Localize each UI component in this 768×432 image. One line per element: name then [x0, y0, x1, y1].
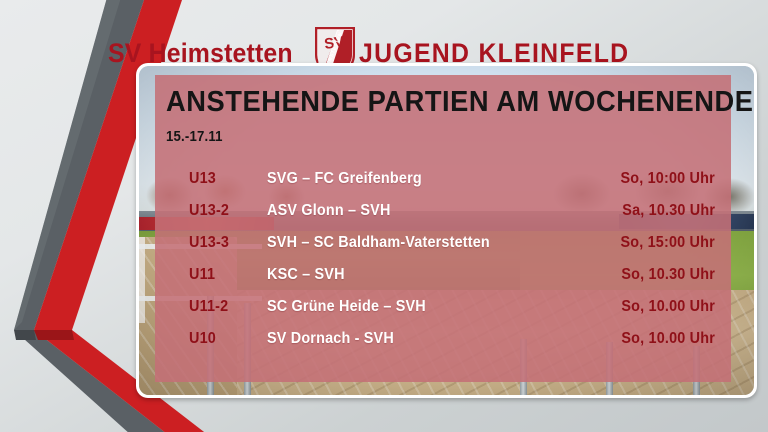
fixture-time: So, 10.00 Uhr: [621, 298, 715, 315]
fixture-match: SC Grüne Heide – SVH: [267, 298, 426, 315]
chevron-decoration-icon: [14, 0, 205, 432]
fixture-age-group: U13: [189, 170, 216, 187]
fixture-age-group: U13-3: [189, 234, 230, 251]
fixtures-list: U13 SVG – FC Greifenberg So, 10:00 Uhr U…: [155, 163, 731, 355]
fixture-match: SVG – FC Greifenberg: [267, 170, 422, 187]
fixture-row: U11 KSC – SVH So, 10.30 Uhr: [155, 259, 731, 291]
fixture-age-group: U13-2: [189, 202, 230, 219]
fixture-age-group: U11: [189, 266, 216, 283]
fixture-time: So, 15:00 Uhr: [620, 234, 715, 251]
fixture-row: U13-3 SVH – SC Baldham-Vaterstetten So, …: [155, 227, 731, 259]
fixture-age-group: U10: [189, 330, 216, 347]
fixture-time: So, 10.30 Uhr: [621, 266, 715, 283]
fixture-row: U10 SV Dornach - SVH So, 10.00 Uhr: [155, 323, 731, 355]
fixture-time: Sa, 10.30 Uhr: [622, 202, 715, 219]
slide-header: SV Heimstetten SV HEIMSTETTEN JUGEND KLE…: [0, 8, 768, 77]
panel-heading: ANSTEHENDE PARTIEN AM WOCHENENDE: [166, 86, 754, 118]
fixture-row: U13-2 ASV Glonn – SVH Sa, 10.30 Uhr: [155, 195, 731, 227]
club-name-text: SV Heimstetten: [108, 37, 293, 68]
panel-date-range: 15.-17.11: [166, 128, 223, 145]
fixtures-panel: [155, 75, 731, 382]
fixture-match: ASV Glonn – SVH: [267, 202, 391, 219]
svg-text:SV: SV: [323, 33, 345, 53]
fixture-time: So, 10:00 Uhr: [620, 170, 715, 187]
fixture-match: SVH – SC Baldham-Vaterstetten: [267, 234, 490, 251]
fixture-age-group: U11-2: [189, 298, 229, 315]
fixture-row: U13 SVG – FC Greifenberg So, 10:00 Uhr: [155, 163, 731, 195]
fixture-match: KSC – SVH: [267, 266, 345, 283]
fixture-row: U11-2 SC Grüne Heide – SVH So, 10.00 Uhr: [155, 291, 731, 323]
fixture-match: SV Dornach - SVH: [267, 330, 394, 347]
fixture-time: So, 10.00 Uhr: [621, 330, 715, 347]
section-name-text: JUGEND KLEINFELD: [358, 37, 630, 68]
